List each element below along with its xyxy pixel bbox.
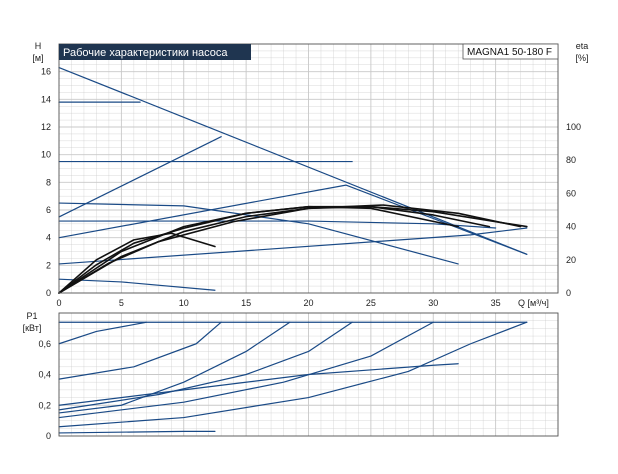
x-tick-label: 10 — [179, 298, 189, 308]
y2-tick-label: 80 — [566, 155, 576, 165]
x-tick-label: 15 — [241, 298, 251, 308]
y-tick-label: 16 — [41, 67, 51, 77]
power-curve — [58, 321, 528, 428]
y-tick-label: 0 — [46, 288, 51, 298]
p1-axis-label: P1 — [26, 311, 37, 321]
y2-tick-label: 40 — [566, 222, 576, 232]
chart-title: Рабочие характеристики насоса — [63, 47, 228, 59]
x-tick-label: 35 — [491, 298, 501, 308]
y-tick-label: 0,6 — [38, 339, 51, 349]
y-tick-label: 2 — [46, 260, 51, 270]
y-axis-unit: [м] — [32, 53, 43, 63]
x-tick-label: 5 — [119, 298, 124, 308]
x-tick-label: 20 — [303, 298, 313, 308]
y2-axis-unit: [%] — [575, 53, 588, 63]
plot-frame — [58, 312, 559, 437]
y2-tick-label: 60 — [566, 188, 576, 198]
y-tick-label: 6 — [46, 205, 51, 215]
y-tick-label: 4 — [46, 233, 51, 243]
y-tick-label: 0,4 — [38, 370, 51, 380]
x-axis-label: Q [м³/ч] — [518, 298, 549, 308]
power-curve — [58, 363, 459, 406]
y2-axis-label: eta — [576, 41, 589, 51]
y2-tick-label: 100 — [566, 122, 581, 132]
power-curve — [58, 321, 147, 345]
head-curve — [58, 202, 459, 265]
head-curve — [58, 220, 497, 229]
plot-frame — [58, 43, 559, 294]
eta-curve — [58, 205, 528, 294]
head-curve — [58, 184, 528, 255]
y-axis-label: H — [35, 41, 42, 51]
power-curve — [58, 321, 222, 380]
pump-model: MAGNA1 50-180 F — [467, 47, 552, 58]
x-tick-label: 30 — [428, 298, 438, 308]
y-tick-label: 8 — [46, 177, 51, 187]
p1-axis-unit: [кВт] — [23, 323, 42, 333]
y-tick-label: 0,2 — [38, 400, 51, 410]
eta-curve — [58, 205, 459, 294]
title-banner — [59, 44, 251, 60]
y2-tick-label: 0 — [566, 288, 571, 298]
y-tick-label: 10 — [41, 150, 51, 160]
curves-layer — [58, 66, 528, 434]
x-tick-label: 0 — [56, 298, 61, 308]
head-curve — [58, 278, 216, 291]
head-curve — [58, 227, 528, 265]
power-curve — [58, 430, 216, 434]
head-curve — [58, 66, 528, 255]
x-tick-label: 25 — [366, 298, 376, 308]
text-layer: 0 2 4 6 8 10 12 14 16 0 20 40 60 80 100 0 5 10 15 20 25 30 35 0… — [23, 41, 589, 441]
y-tick-label: 0 — [46, 431, 51, 441]
y-tick-label: 14 — [41, 94, 51, 104]
power-curve — [58, 321, 291, 414]
frame-layer — [58, 43, 559, 437]
y-tick-label: 12 — [41, 122, 51, 132]
model-box — [462, 43, 559, 60]
eta-curve — [58, 232, 216, 294]
head-curve — [58, 136, 222, 218]
power-curve — [58, 321, 353, 411]
eta-curve — [58, 204, 522, 294]
y2-tick-label: 20 — [566, 255, 576, 265]
power-curve — [58, 321, 434, 419]
